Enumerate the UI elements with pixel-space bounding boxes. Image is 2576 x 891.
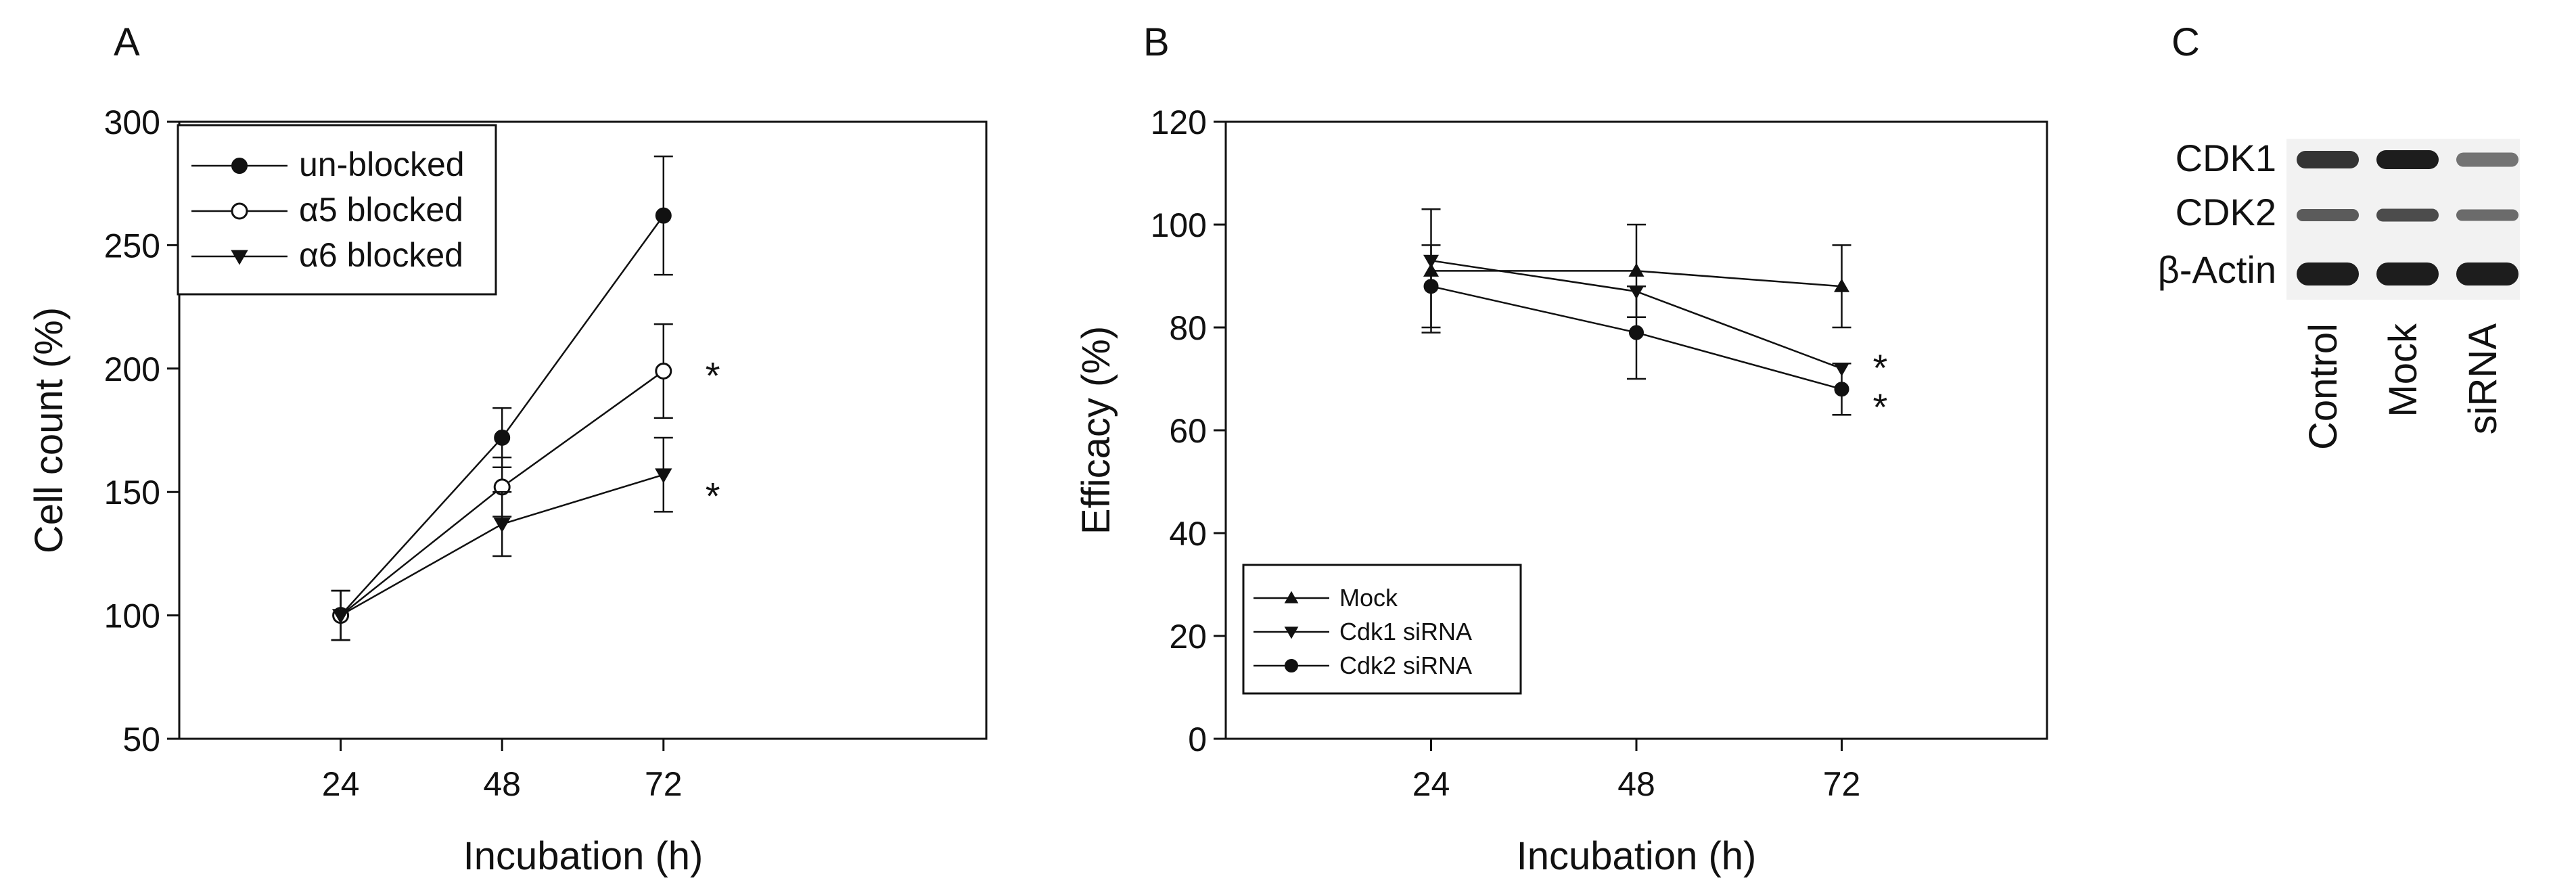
blot-band xyxy=(2456,262,2518,285)
blot-row-label-cdk1: CDK1 xyxy=(2176,137,2276,179)
y-tick-label: 120 xyxy=(1151,104,1207,141)
blot-band xyxy=(2297,150,2359,169)
data-point xyxy=(1423,279,1439,294)
significance-star: * xyxy=(1873,346,1888,389)
data-point xyxy=(493,518,511,533)
y-tick-label: 80 xyxy=(1169,309,1207,347)
significance-star: * xyxy=(706,475,720,518)
panel-b-legend: Mock Cdk1 siRNA Cdk2 siRNA xyxy=(1242,564,1522,695)
blot-row-label-beta-actin: β-Actin xyxy=(2158,248,2276,291)
y-tick-label: 20 xyxy=(1169,618,1207,656)
blot-band xyxy=(2376,208,2439,222)
x-tick-label: 48 xyxy=(483,765,521,803)
legend-item-alpha5-blocked: α5 blocked xyxy=(299,191,463,229)
panel-a-legend-box xyxy=(177,124,497,296)
panel-b-x-axis-label: Incubation (h) xyxy=(1517,834,1757,878)
data-point xyxy=(494,429,511,446)
data-point xyxy=(655,362,672,380)
x-tick-label: 24 xyxy=(1412,765,1450,803)
panel-a-x-axis: 24 48 72 xyxy=(322,739,683,803)
x-tick-label: 24 xyxy=(322,765,360,803)
significance-star: * xyxy=(706,354,720,396)
y-tick-label: 200 xyxy=(104,350,160,388)
y-tick-label: 150 xyxy=(104,474,160,511)
panel-a-y-axis: 50 100 150 200 250 300 xyxy=(104,104,179,758)
blot-lane-label-sirna: siRNA xyxy=(2461,323,2505,435)
legend-marker xyxy=(231,158,248,174)
panel-b-x-axis: 24 48 72 xyxy=(1412,739,1861,803)
panel-a-plot-frame xyxy=(178,120,988,740)
blot-band xyxy=(2376,262,2439,285)
legend-item-mock: Mock xyxy=(1339,584,1398,612)
blot-band xyxy=(2297,262,2359,285)
blot-bands xyxy=(2297,150,2518,285)
x-tick-label: 72 xyxy=(645,765,683,803)
blot-row-label-cdk2: CDK2 xyxy=(2176,191,2276,233)
data-point xyxy=(331,609,350,624)
legend-marker xyxy=(1284,626,1299,639)
data-point xyxy=(1834,382,1849,397)
y-tick-label: 40 xyxy=(1169,515,1207,553)
legend-marker xyxy=(1285,659,1298,672)
blot-band xyxy=(2297,208,2359,222)
y-tick-label: 100 xyxy=(104,597,160,635)
panel-a: A 50 100 150 200 250 300 24 48 72 Incubation (h… xyxy=(27,20,988,878)
y-tick-label: 250 xyxy=(104,227,160,265)
legend-item-cdk2-sirna: Cdk2 siRNA xyxy=(1339,652,1472,679)
panel-a-legend-symbols xyxy=(191,158,288,265)
panel-b-y-axis-label: Efficacy (%) xyxy=(1074,326,1118,534)
legend-item-alpha6-blocked: α6 blocked xyxy=(299,236,463,274)
panel-a-legend: un-blocked α5 blocked α6 blocked xyxy=(177,124,497,296)
panel-a-series: ** xyxy=(331,155,720,641)
legend-marker xyxy=(231,202,248,220)
legend-marker xyxy=(231,250,248,265)
panel-c: C CDK1 CDK2 β-Actin Control Mock siRNA xyxy=(2158,20,2520,450)
data-point xyxy=(1629,325,1644,340)
panel-b-series: ** xyxy=(1421,208,1888,428)
y-tick-label: 0 xyxy=(1188,721,1207,758)
panel-b-legend-symbols xyxy=(1254,591,1329,672)
blot-band xyxy=(2456,209,2518,221)
panel-b-letter: B xyxy=(1143,20,1170,64)
legend-marker xyxy=(1284,591,1299,603)
x-tick-label: 72 xyxy=(1823,765,1861,803)
panel-b-y-axis: 0 20 40 60 80 100 120 xyxy=(1151,104,1226,758)
data-point xyxy=(655,207,672,224)
panel-a-x-axis-label: Incubation (h) xyxy=(463,834,704,878)
blot-band xyxy=(2376,150,2439,169)
y-tick-label: 50 xyxy=(122,721,160,758)
y-tick-label: 300 xyxy=(104,104,160,141)
panel-a-y-axis-label: Cell count (%) xyxy=(27,307,71,553)
blot-lane-label-mock: Mock xyxy=(2381,323,2425,417)
data-point xyxy=(1628,262,1644,277)
blot-band xyxy=(2456,152,2518,167)
panel-a-letter: A xyxy=(114,20,140,64)
y-tick-label: 60 xyxy=(1169,412,1207,450)
x-tick-label: 48 xyxy=(1617,765,1655,803)
panel-c-letter: C xyxy=(2171,20,2200,64)
data-point xyxy=(1834,278,1849,292)
blot-lane-label-control: Control xyxy=(2301,323,2345,450)
data-point xyxy=(655,468,672,484)
y-tick-label: 100 xyxy=(1151,206,1207,244)
legend-item-cdk1-sirna: Cdk1 siRNA xyxy=(1339,618,1472,645)
significance-star: * xyxy=(1873,386,1888,428)
legend-item-un-blocked: un-blocked xyxy=(299,145,465,183)
